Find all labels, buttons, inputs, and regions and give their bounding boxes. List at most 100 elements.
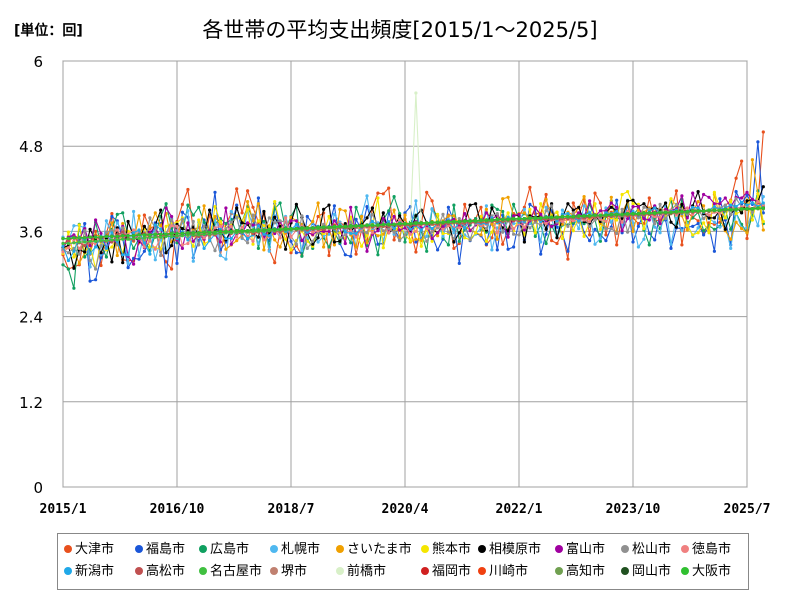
data-point	[712, 220, 717, 224]
data-point	[251, 242, 255, 246]
data-point	[604, 233, 608, 237]
data-point	[664, 210, 668, 214]
data-point	[170, 224, 174, 228]
data-point	[495, 226, 499, 230]
data-point	[110, 260, 114, 264]
data-point	[609, 201, 613, 205]
data-point	[533, 216, 537, 220]
data-point	[186, 241, 190, 246]
data-point	[77, 252, 81, 256]
legend-label: 高知市	[566, 564, 606, 579]
data-point	[121, 261, 125, 265]
x-tick-label: 2020/4	[382, 502, 429, 517]
data-point	[213, 205, 217, 209]
legend-item: 札幌市	[270, 542, 320, 558]
data-point	[148, 236, 152, 240]
data-point	[430, 230, 434, 234]
data-point	[229, 242, 233, 246]
data-point	[132, 209, 136, 214]
data-point	[555, 236, 559, 240]
data-point	[251, 223, 255, 227]
data-point	[387, 231, 391, 235]
data-point	[72, 239, 76, 243]
data-point	[740, 196, 744, 200]
data-point	[392, 214, 396, 219]
data-point	[457, 219, 461, 224]
data-point	[484, 211, 488, 215]
data-point	[669, 210, 673, 214]
data-point	[381, 229, 385, 233]
legend-marker	[336, 566, 344, 575]
data-point	[153, 232, 157, 236]
data-point	[256, 246, 260, 250]
data-point	[707, 213, 711, 217]
data-point	[419, 244, 423, 248]
data-point	[300, 254, 304, 258]
data-point	[126, 219, 130, 224]
data-point	[251, 228, 255, 232]
data-point	[218, 219, 222, 224]
data-point	[94, 239, 98, 243]
data-point	[756, 206, 760, 210]
data-point	[685, 224, 689, 228]
data-point	[495, 237, 499, 241]
data-point	[680, 209, 684, 214]
data-point	[560, 208, 565, 212]
data-point	[300, 226, 304, 230]
data-point	[104, 230, 108, 234]
data-point	[707, 231, 711, 235]
data-point	[137, 257, 141, 261]
data-point	[284, 227, 288, 231]
data-point	[202, 224, 206, 228]
data-point	[539, 252, 543, 256]
data-point	[522, 207, 527, 211]
data-point	[121, 237, 125, 241]
data-point	[294, 227, 298, 231]
data-point	[61, 236, 65, 241]
y-tick-label: 3.6	[19, 223, 43, 241]
data-point	[452, 240, 456, 244]
legend-label: 相模原市	[489, 542, 542, 557]
data-point	[414, 240, 418, 244]
data-point	[137, 214, 141, 218]
data-point	[354, 205, 358, 209]
data-point	[571, 229, 575, 233]
data-point	[571, 219, 575, 223]
data-point	[322, 207, 326, 211]
data-point	[213, 230, 217, 234]
y-tick-label: 1.2	[19, 394, 43, 412]
data-point	[137, 253, 141, 258]
data-point	[577, 211, 581, 215]
data-point	[104, 219, 108, 223]
data-point	[164, 202, 168, 206]
data-point	[425, 221, 429, 225]
data-point	[72, 249, 76, 253]
legend-marker	[336, 544, 344, 553]
data-point	[555, 219, 559, 223]
data-point	[191, 231, 195, 235]
data-point	[653, 204, 657, 208]
data-point	[72, 266, 76, 270]
data-point	[495, 248, 499, 252]
data-point	[186, 187, 190, 192]
legend-item: 富山市	[555, 542, 605, 558]
legend-item: 福島市	[135, 542, 185, 558]
data-point	[332, 212, 336, 216]
data-point	[381, 232, 385, 236]
data-point	[398, 228, 402, 232]
data-point	[463, 236, 467, 240]
data-point	[734, 176, 738, 180]
data-point	[327, 245, 331, 249]
data-point	[229, 229, 233, 233]
data-point	[121, 222, 125, 226]
data-point	[142, 249, 146, 253]
data-point	[218, 224, 222, 228]
data-point	[403, 233, 407, 237]
data-point	[436, 248, 440, 252]
data-point	[490, 206, 494, 210]
data-point	[132, 246, 136, 250]
data-point	[246, 221, 250, 225]
data-point	[99, 239, 103, 243]
data-point	[208, 239, 212, 243]
data-point	[132, 234, 136, 238]
